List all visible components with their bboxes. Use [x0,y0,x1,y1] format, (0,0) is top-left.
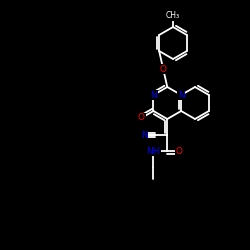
Text: O: O [160,64,167,74]
Text: N: N [178,90,184,100]
Text: NH: NH [146,146,160,156]
Text: O: O [176,146,183,156]
Text: O: O [138,114,145,122]
Text: N: N [141,130,148,140]
Text: CH₃: CH₃ [166,12,180,20]
Text: N: N [150,90,157,100]
